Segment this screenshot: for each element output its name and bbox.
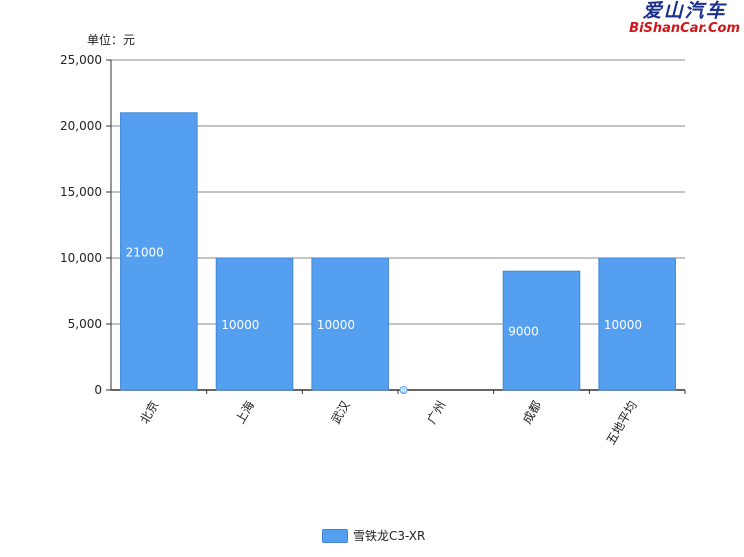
- x-tick-label-3: 广州: [424, 399, 448, 427]
- data-label-5: 10000: [604, 318, 642, 332]
- x-tick-label-2: 武汉: [329, 399, 353, 427]
- x-tick-label-5: 五地平均: [604, 399, 640, 448]
- data-label-3: 0: [401, 387, 405, 395]
- data-label-1: 10000: [221, 318, 259, 332]
- y-axis-unit-label: 单位：元: [87, 33, 136, 47]
- y-tick-label: 0: [94, 383, 102, 397]
- watermark-en-text: BiShanCar.Com: [629, 21, 740, 36]
- y-tick-label: 10,000: [60, 251, 102, 265]
- y-tick-label: 15,000: [60, 185, 102, 199]
- data-label-4: 9000: [508, 325, 539, 339]
- legend-swatch: [322, 528, 348, 543]
- bar-4: [502, 270, 581, 391]
- bar-0: [120, 112, 198, 391]
- site-watermark-logo: 爱山汽车 BiShanCar.Com: [629, 0, 740, 36]
- x-tick-label-4: 成都: [520, 399, 544, 427]
- x-tick-label-0: 北京: [137, 399, 161, 427]
- x-tick-label-1: 上海: [232, 398, 257, 426]
- y-tick-label: 20,000: [60, 119, 102, 133]
- data-label-2: 10000: [317, 318, 355, 332]
- bar-5: [598, 257, 676, 391]
- y-tick-label: 25,000: [60, 53, 102, 67]
- bar-1: [215, 257, 294, 391]
- chart-legend[interactable]: 雪铁龙C3-XR: [322, 527, 425, 544]
- bar-2: [311, 257, 389, 391]
- y-tick-label: 5,000: [68, 317, 102, 331]
- data-label-0: 21000: [126, 245, 164, 259]
- watermark-cn-text: 爱山汽车: [642, 0, 727, 22]
- bar-3: [399, 386, 408, 394]
- legend-label: 雪铁龙C3-XR: [353, 529, 426, 543]
